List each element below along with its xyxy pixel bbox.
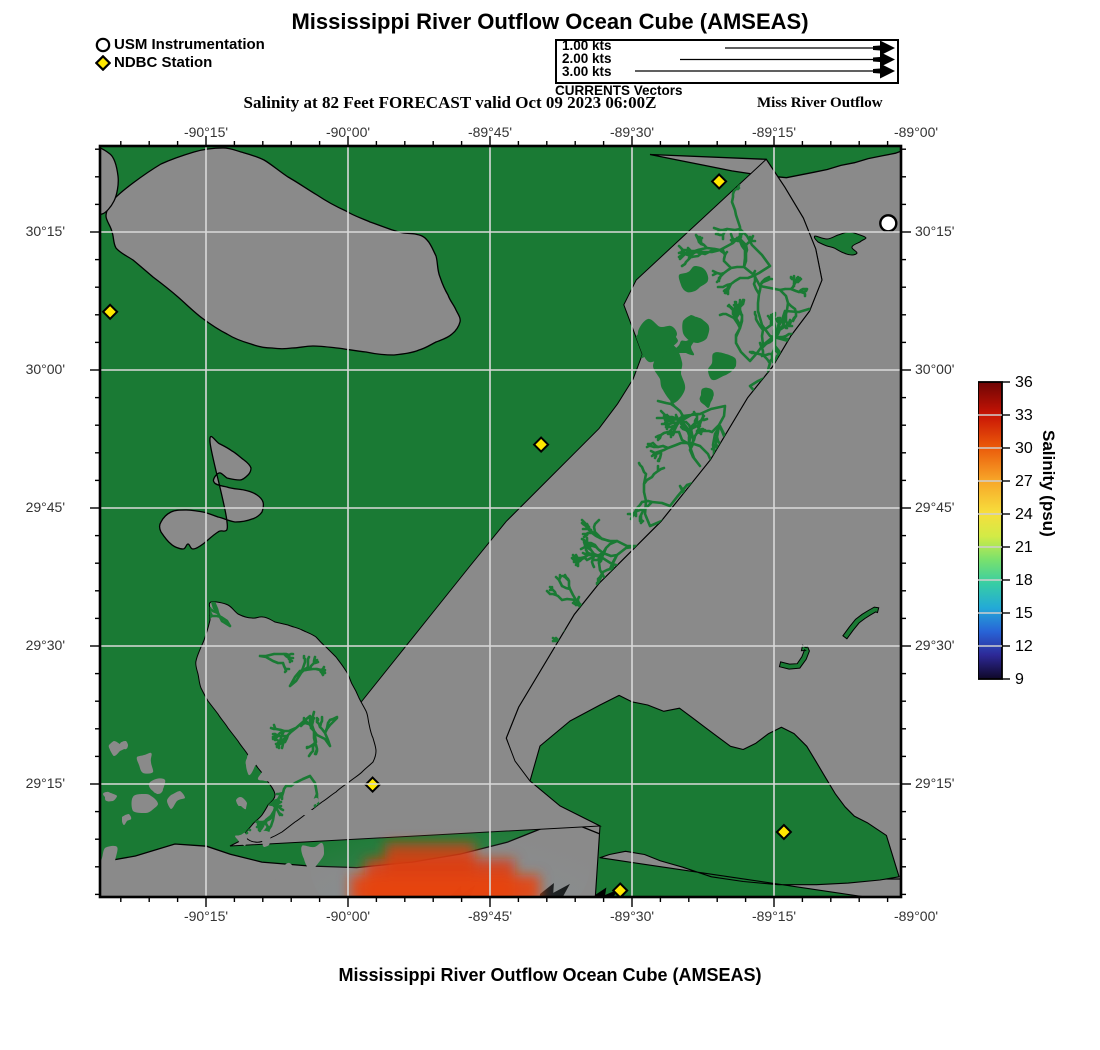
svg-text:9: 9 <box>1015 671 1024 688</box>
svg-text:21: 21 <box>1015 539 1033 556</box>
svg-text:15: 15 <box>1015 605 1033 622</box>
svg-text:27: 27 <box>1015 473 1033 490</box>
svg-text:33: 33 <box>1015 407 1033 424</box>
svg-text:30: 30 <box>1015 440 1033 457</box>
svg-text:18: 18 <box>1015 572 1033 589</box>
svg-text:36: 36 <box>1015 374 1033 391</box>
svg-text:12: 12 <box>1015 638 1033 655</box>
svg-text:24: 24 <box>1015 506 1033 523</box>
